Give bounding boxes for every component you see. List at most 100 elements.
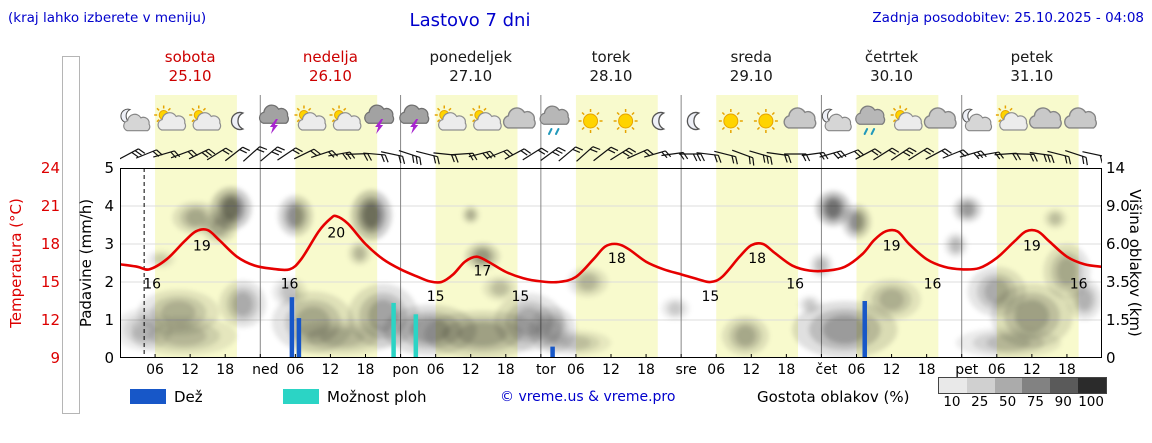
cloud-density-gradient-bar: [938, 377, 1107, 394]
precip-tick: 4: [104, 197, 114, 215]
temperature-tick: 15: [40, 273, 60, 291]
day-abbrev-label: ned: [252, 362, 279, 378]
rain-bars: [289, 297, 867, 358]
svg-text:16: 16: [786, 276, 804, 292]
cloud-density-legend-label: Gostota oblakov (%): [757, 388, 910, 406]
hour-label: 12: [181, 362, 200, 378]
precip-tick: 1: [104, 311, 114, 329]
cloud-height-tick: 0: [1106, 349, 1116, 367]
cloud-height-axis-title: Višina oblakov (km): [1126, 189, 1144, 337]
svg-text:20: 20: [327, 226, 345, 242]
page-title: Lastovo 7 dni: [409, 10, 531, 31]
temperature-tick: 12: [40, 311, 60, 329]
day-abbrev-label: sre: [675, 362, 697, 378]
hour-label: 18: [1058, 362, 1076, 378]
shower-bars: [391, 302, 419, 358]
hour-label: 18: [496, 362, 515, 378]
density-tick-label: 100: [1078, 394, 1104, 410]
last-update-text: Zadnja posodobitev: 25.10.2025 - 04:08: [872, 10, 1144, 26]
density-segment: [1050, 378, 1079, 393]
rain-legend-label: Dež: [174, 388, 203, 406]
hour-label: 12: [461, 362, 480, 378]
svg-text:15: 15: [427, 289, 445, 305]
day-abbrev-label: tor: [535, 362, 556, 378]
rain-legend-swatch: [130, 389, 166, 404]
density-tick-label: 75: [1026, 394, 1044, 410]
svg-text:18: 18: [748, 251, 766, 267]
precip-tick: 0: [104, 349, 114, 367]
copyright-link[interactable]: © vreme.us & vreme.pro: [500, 389, 676, 405]
precip-tick: 5: [104, 159, 114, 177]
hour-label: 12: [882, 362, 901, 378]
density-tick-label: 50: [998, 394, 1017, 410]
weather-icons: [120, 104, 1097, 135]
svg-text:18: 18: [608, 251, 626, 267]
day-header-petek: petek 31.10: [1010, 48, 1054, 85]
hour-label: 06: [426, 362, 445, 378]
svg-text:16: 16: [1070, 276, 1088, 292]
cloud-height-tick: 3.5: [1106, 273, 1130, 291]
density-segment: [994, 378, 1023, 393]
svg-text:16: 16: [924, 276, 942, 292]
color-scale-strip: [62, 56, 80, 414]
precip-tick: 2: [104, 273, 114, 291]
day-header-ponedeljek: ponedeljek 27.10: [429, 48, 512, 85]
day-abbrev-label: čet: [815, 362, 838, 378]
svg-text:17: 17: [473, 264, 491, 280]
day-header-nedelja: nedelja 26.10: [302, 48, 358, 85]
day-abbrev-label: pon: [392, 362, 419, 378]
hour-label: 06: [707, 362, 726, 378]
hour-label: 12: [1022, 362, 1041, 378]
hour-label: 06: [847, 362, 866, 378]
temperature-line: [120, 214, 1102, 284]
temperature-tick: 18: [40, 235, 60, 253]
hour-label: 18: [917, 362, 936, 378]
showers-legend-label: Možnost ploh: [327, 388, 427, 406]
svg-text:19: 19: [193, 238, 211, 254]
cloud-layer: [120, 187, 1102, 358]
density-tick-label: 10: [943, 394, 961, 410]
cloud-height-tick: 9.0: [1106, 197, 1130, 215]
density-segment: [939, 378, 967, 393]
hour-label: 18: [777, 362, 796, 378]
svg-text:16: 16: [281, 276, 299, 292]
density-segment: [966, 378, 995, 393]
location-menu-hint: (kraj lahko izberete v meniju): [8, 10, 207, 26]
density-segment: [1022, 378, 1051, 393]
showers-legend-swatch: [283, 389, 319, 404]
day-abbrev-label: pet: [955, 362, 979, 378]
day-header-sobota: sobota 25.10: [164, 48, 216, 85]
hour-label: 18: [216, 362, 235, 378]
density-tick-label: 90: [1054, 394, 1072, 410]
temperature-tick: 9: [50, 349, 60, 367]
cloud-height-tick: 14: [1106, 159, 1126, 177]
bottom-ticks: [154, 354, 1068, 358]
hour-label: 18: [637, 362, 655, 378]
hour-label: 06: [286, 362, 305, 378]
precip-axis-title: Padavine (mm/h): [77, 198, 95, 328]
hour-label: 12: [742, 362, 761, 378]
density-segment: [1078, 378, 1106, 393]
svg-text:16: 16: [143, 276, 161, 292]
hour-label: 06: [567, 362, 585, 378]
cloud-height-tick: 1.5: [1106, 311, 1130, 329]
temperature-axis-title: Temperatura (°C): [7, 198, 25, 328]
hour-label: 12: [602, 362, 620, 378]
day-header-sreda: sreda 29.10: [729, 48, 773, 85]
temperature-labels: 16 19 16 20 15 17 15 18 15 18 16 19 16 19 16: [143, 226, 1087, 305]
svg-text:19: 19: [1023, 238, 1041, 254]
density-tick-label: 25: [971, 394, 989, 410]
temperature-tick: 21: [40, 197, 60, 215]
cloud-height-tick: 6.0: [1106, 235, 1130, 253]
hour-label: 18: [356, 362, 375, 378]
precip-tick: 3: [104, 235, 114, 253]
svg-text:19: 19: [883, 238, 901, 254]
weather-plot: 16 19 16 20 15 17 15 18 15 18 16 19 16 19 16: [120, 95, 1102, 358]
wind-barbs: [120, 146, 1102, 166]
temperature-tick: 24: [40, 159, 60, 177]
hour-label: 12: [321, 362, 340, 378]
day-header-četrtek: četrtek 30.10: [864, 48, 919, 85]
hour-label: 06: [146, 362, 164, 378]
day-header-torek: torek 28.10: [589, 48, 633, 85]
